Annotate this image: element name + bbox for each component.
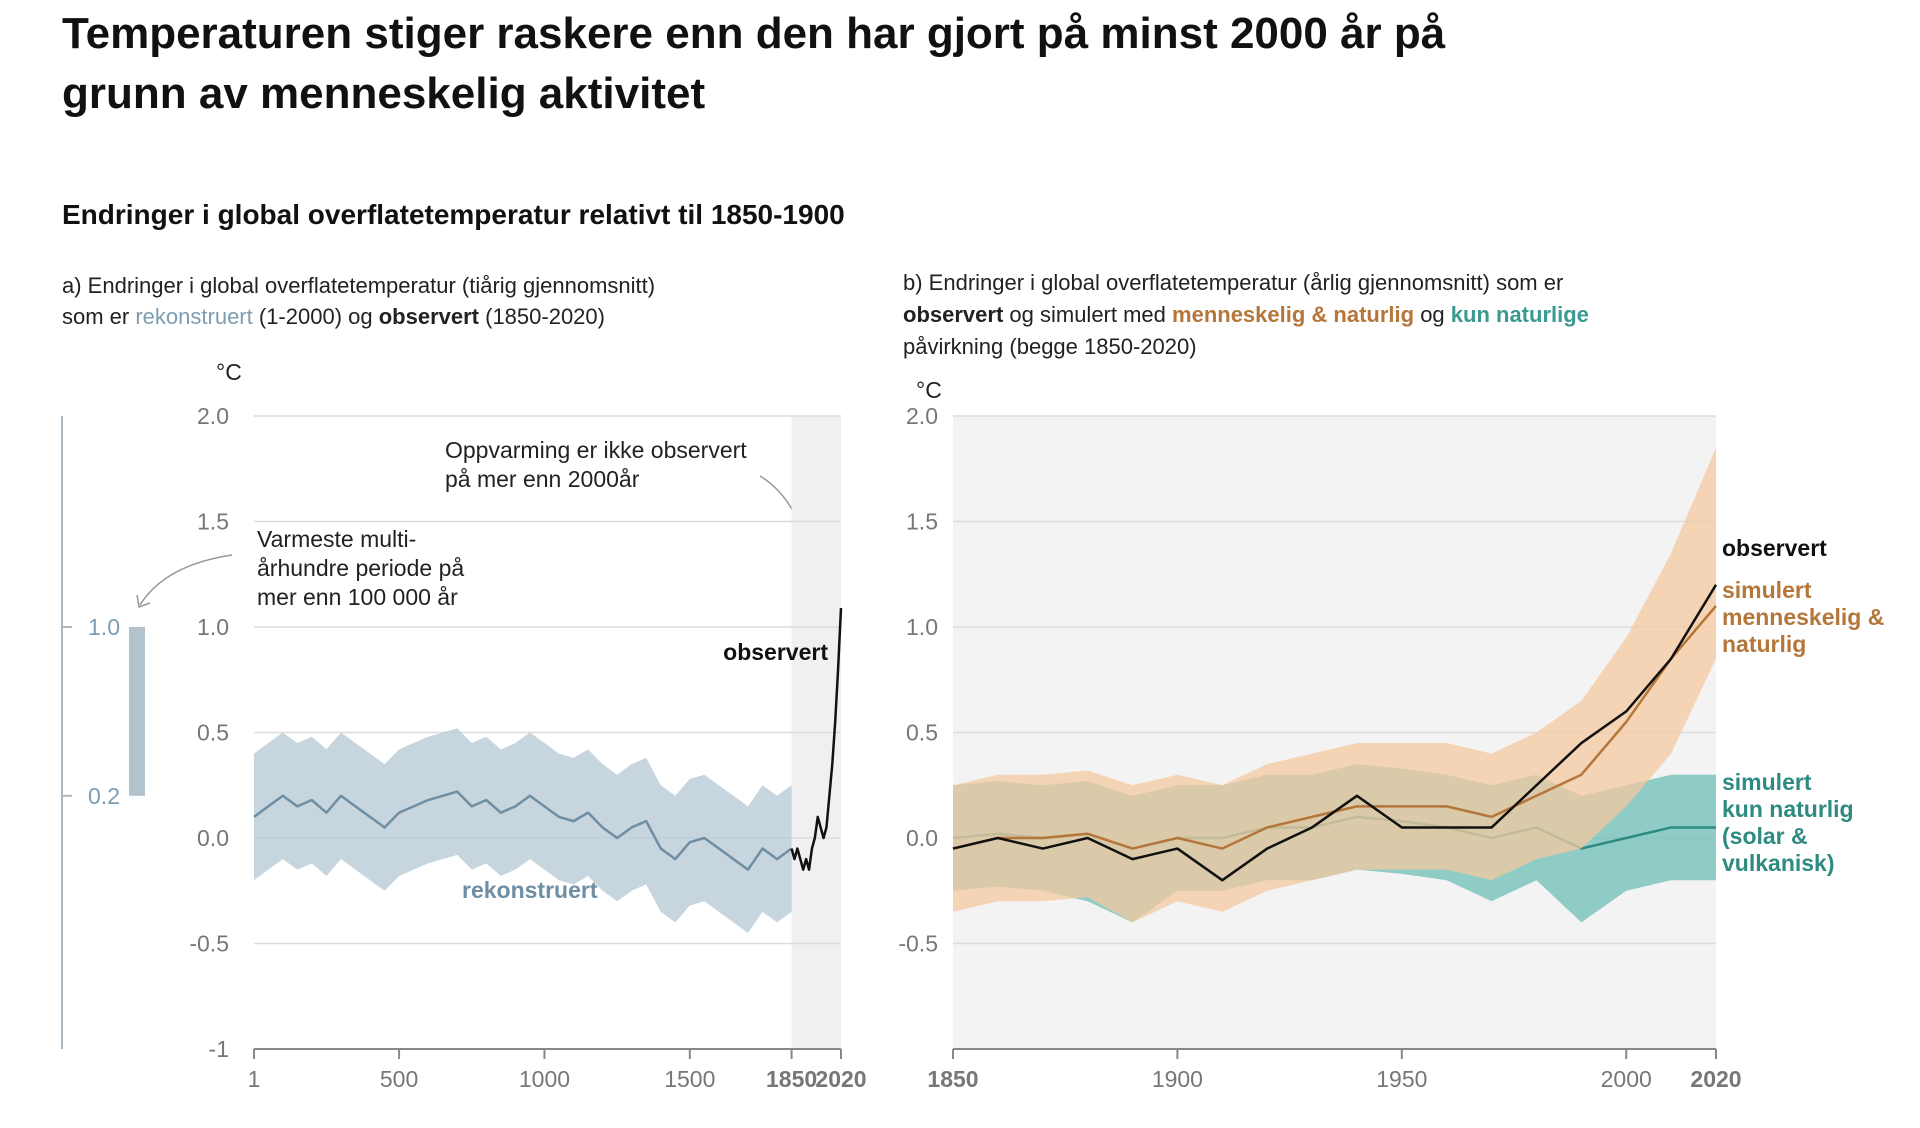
subtitle-part: observert <box>379 304 480 329</box>
subtitle-part: a) Endringer i global overflatetemperatu… <box>62 273 655 298</box>
x-tick-label: 500 <box>380 1066 418 1092</box>
series-line <box>253 790 793 871</box>
subtitle-part: (1850-2020) <box>479 304 605 329</box>
panel-subtitle: b) Endringer i global overflatetemperatu… <box>903 270 1563 295</box>
subtitle-part: og simulert med <box>1003 302 1172 327</box>
y-tick-label: 0.5 <box>197 720 229 746</box>
y-tick-label: 0.0 <box>906 825 938 851</box>
aux-tick-label: 0.2 <box>88 783 120 809</box>
title: grunn av menneskelig aktivitet <box>62 69 705 118</box>
series-label: observert <box>1722 535 1827 561</box>
uncertainty-band <box>254 728 792 933</box>
y-tick-label: 1.0 <box>197 614 229 640</box>
subtitle-part: (1-2000) og <box>253 304 379 329</box>
subtitle: Endringer i global overflatetemperatur r… <box>62 199 845 230</box>
y-tick-label: 2.0 <box>197 403 229 429</box>
x-tick-label: 1900 <box>1152 1066 1203 1092</box>
arrowhead <box>136 594 151 609</box>
title: Temperaturen stiger raskere enn den har … <box>62 9 1446 58</box>
series-label: observert <box>723 639 828 665</box>
annotation: på mer enn 2000år <box>445 466 640 492</box>
x-tick-label: 1 <box>248 1066 261 1092</box>
series-label: simulert <box>1722 577 1812 603</box>
x-tick-label: 1950 <box>1376 1066 1427 1092</box>
annotation: mer enn 100 000 år <box>257 584 458 610</box>
x-tick-label: 1500 <box>664 1066 715 1092</box>
annotation-arrow <box>139 554 233 606</box>
series-label: simulert <box>1722 769 1812 795</box>
y-tick-label: 1.5 <box>906 509 938 535</box>
subtitle-part: menneskelig & naturlig <box>1172 302 1414 327</box>
aux-tick-label: 1.0 <box>88 614 120 640</box>
x-tick-label: 1000 <box>519 1066 570 1092</box>
subtitle-part: som er <box>62 304 135 329</box>
subtitle-part: rekonstruert <box>135 304 252 329</box>
series-label: kun naturlig <box>1722 796 1854 822</box>
y-tick-label: -0.5 <box>898 931 938 957</box>
x-tick-label: 1850 <box>927 1066 978 1092</box>
annotation: Oppvarming er ikke observert <box>445 437 747 463</box>
series-label: vulkanisk) <box>1722 850 1835 876</box>
warm-period-bar <box>129 627 145 796</box>
x-tick-label: 1850 <box>766 1066 817 1092</box>
panel-subtitle: observert og simulert med menneskelig & … <box>903 302 1589 327</box>
y-tick-label: 1.0 <box>906 614 938 640</box>
panel-subtitle: som er rekonstruert (1-2000) og observer… <box>62 304 605 329</box>
panel-subtitle: a) Endringer i global overflatetemperatu… <box>62 273 655 298</box>
series-line <box>790 607 843 871</box>
annotation: Varmeste multi- <box>257 526 416 552</box>
subtitle-part: b) Endringer i global overflatetemperatu… <box>903 270 1563 295</box>
x-tick-label: 2000 <box>1601 1066 1652 1092</box>
unit-label: °C <box>216 359 242 385</box>
y-tick-label: 0.0 <box>197 825 229 851</box>
uncertainty-band <box>953 447 1716 923</box>
y-tick-label: -1 <box>209 1036 229 1062</box>
y-tick-label: 0.5 <box>906 720 938 746</box>
y-tick-label: -0.5 <box>189 931 229 957</box>
x-tick-label: 2020 <box>815 1066 866 1092</box>
series-line <box>952 584 1718 882</box>
y-tick-label: 2.0 <box>906 403 938 429</box>
unit-label: °C <box>916 377 942 403</box>
annotation: århundre periode på <box>257 555 464 581</box>
subtitle-part: påvirkning (begge 1850-2020) <box>903 334 1197 359</box>
series-label: menneskelig & <box>1722 604 1884 630</box>
subtitle-part: observert <box>903 302 1004 327</box>
series-label: (solar & <box>1722 823 1808 849</box>
subtitle-part: og <box>1414 302 1451 327</box>
y-tick-label: 1.5 <box>197 509 229 535</box>
panel-subtitle: påvirkning (begge 1850-2020) <box>903 334 1197 359</box>
x-tick-label: 2020 <box>1690 1066 1741 1092</box>
series-label: naturlig <box>1722 631 1806 657</box>
subtitle-part: kun naturlige <box>1451 302 1589 327</box>
series-label: rekonstruert <box>462 877 598 903</box>
